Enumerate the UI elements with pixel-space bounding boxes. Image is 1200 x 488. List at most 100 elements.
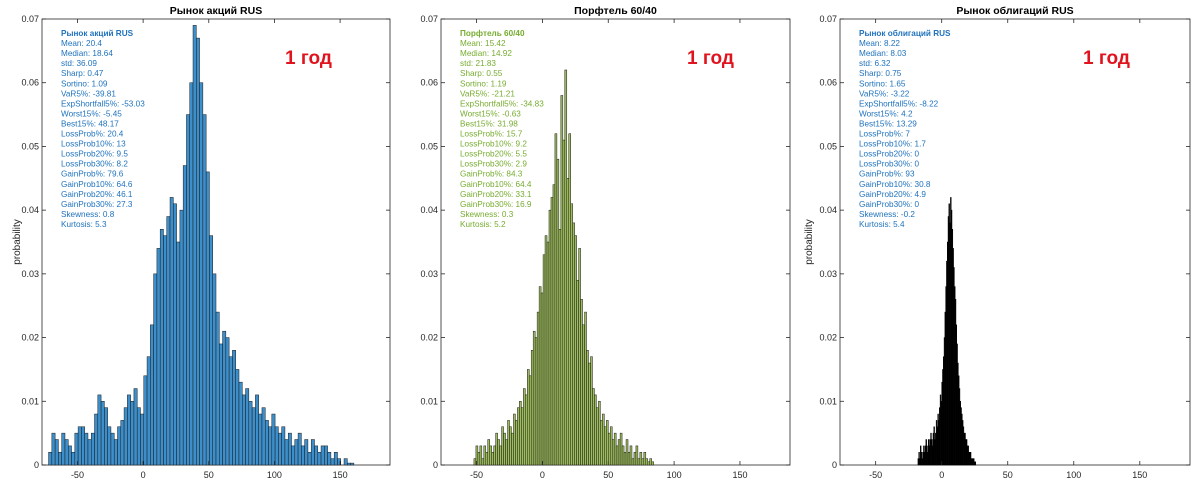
histogram-bars	[48, 25, 355, 466]
y-axis-label: probability	[12, 219, 23, 265]
stats-heading: Рынок облигаций RUS	[859, 28, 951, 38]
histogram-bar	[556, 158, 560, 466]
histogram-bar	[570, 203, 573, 466]
histogram-bar	[71, 452, 76, 466]
histogram-bar	[621, 445, 625, 466]
period-badge: 1 год	[687, 48, 734, 69]
histogram-bar	[113, 439, 118, 466]
histogram-bar	[84, 432, 89, 466]
histogram-bar	[528, 375, 532, 466]
stats-line: LossProb20%: 0	[859, 150, 920, 159]
stats-line: ExpShortfall5%: -53.03	[61, 99, 145, 108]
histogram-bar	[330, 458, 335, 466]
histogram-bar	[523, 388, 526, 466]
histogram-bar	[606, 420, 609, 466]
histogram-bar	[156, 248, 161, 466]
histogram-bar	[343, 458, 348, 466]
stats-line: Best15%: 31.98	[460, 119, 518, 128]
stats-line: Sharp: 0.75	[859, 69, 902, 78]
histogram-bar	[613, 432, 617, 466]
stats-line: GainProb30%: 27.3	[61, 200, 133, 209]
stats-line: GainProb%: 93	[859, 170, 915, 179]
histogram-bar	[110, 432, 115, 466]
histogram-bar	[641, 458, 645, 466]
histogram-bar	[637, 458, 641, 466]
histogram-bar	[629, 445, 633, 466]
histogram-bar	[542, 254, 546, 466]
histogram-bar	[515, 420, 518, 466]
stats-line: LossProb30%: 2.9	[460, 160, 527, 169]
histogram-bar	[495, 432, 498, 466]
stats-line: LossProb20%: 5.5	[460, 150, 527, 159]
histogram-bar	[94, 413, 99, 466]
histogram-bar	[635, 445, 639, 466]
histogram-bar	[297, 432, 302, 466]
stats-line: VaR5%: -39.81	[61, 89, 116, 98]
y-tick-label: 0	[832, 460, 837, 470]
y-tick-label: 0	[34, 460, 39, 470]
histogram-bar	[491, 452, 494, 466]
histogram-bar	[153, 273, 158, 466]
histogram-bar	[317, 452, 322, 466]
x-tick-label: 150	[732, 470, 747, 480]
x-tick-label: 100	[1066, 470, 1081, 480]
stats-line: LossProb%: 15.7	[460, 130, 523, 139]
histogram-bar	[602, 413, 605, 466]
histogram-bar	[258, 413, 263, 466]
stats-line: Sortino: 1.19	[460, 79, 507, 88]
histogram-bar	[576, 279, 579, 466]
histogram-bar	[633, 452, 637, 466]
histogram-bar	[248, 401, 253, 466]
y-tick-label: 0.04	[21, 205, 39, 215]
stats-line: GainProb10%: 64.6	[61, 180, 133, 189]
stats-line: GainProb30%: 0	[859, 200, 920, 209]
histogram-bar	[166, 216, 171, 466]
chart-title: Порфтель 60/40	[574, 5, 657, 17]
histogram-bar	[255, 394, 259, 466]
histogram-bars	[917, 197, 977, 466]
stats-line: GainProb20%: 33.1	[460, 190, 532, 199]
histogram-bar	[61, 432, 66, 466]
histogram-bar	[81, 426, 85, 466]
histogram-bar	[327, 452, 332, 466]
histogram-bar	[347, 462, 351, 466]
stats-line: LossProb%: 20.4	[61, 130, 124, 139]
histogram-bar	[107, 426, 112, 466]
histogram-bar	[639, 452, 643, 466]
histogram-bar	[550, 197, 554, 466]
chart-panel: Рынок акций RUS 0 0.01 0.02 0.03 0.04 0.05 0.06…	[12, 5, 391, 480]
histogram-bar	[228, 356, 233, 466]
histogram-bar	[530, 350, 534, 466]
histogram-bar	[511, 432, 514, 466]
stats-line: LossProb30%: 8.2	[61, 160, 128, 169]
histogram-bar	[123, 407, 128, 466]
histogram-bars	[473, 69, 654, 466]
y-tick-label: 0.05	[819, 141, 837, 151]
histogram-bar	[140, 413, 145, 466]
histogram-bar	[159, 229, 164, 466]
histogram-bar	[212, 273, 217, 466]
chart-title: Рынок акций RUS	[170, 5, 262, 17]
histogram-bar	[647, 461, 651, 466]
histogram-bar	[586, 350, 589, 466]
stats-line: Sortino: 1.65	[859, 79, 906, 88]
chart-title: Рынок облигаций RUS	[956, 5, 1073, 17]
histogram-bar	[505, 439, 508, 466]
histogram-bar	[594, 394, 597, 466]
histogram-bar	[604, 426, 607, 466]
histogram-bar	[261, 407, 266, 466]
x-tick-label: -50	[869, 470, 882, 480]
y-tick-label: 0.07	[420, 14, 438, 24]
stats-line: Sortino: 1.09	[61, 79, 108, 88]
histogram-bar	[222, 330, 227, 466]
histogram-bar	[51, 432, 56, 466]
histogram-bar	[219, 343, 223, 466]
plot-area	[440, 18, 791, 466]
histogram-bar	[590, 356, 593, 466]
histogram-bar	[150, 324, 154, 466]
histogram-bar	[281, 426, 286, 466]
y-tick-label: 0.03	[21, 269, 39, 279]
x-tick-label: 50	[603, 470, 613, 480]
histogram-bar	[479, 445, 483, 466]
